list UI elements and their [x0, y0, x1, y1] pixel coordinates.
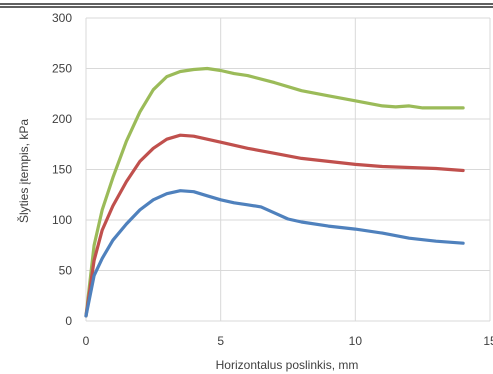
y-tick-label: 300 [52, 11, 72, 25]
y-tick-label: 100 [52, 213, 72, 227]
tick-labels: 0 50 100 150 200 250 300 0 5 10 15 [52, 11, 493, 348]
series-line-1 [84, 66, 465, 318]
x-tick-label: 15 [483, 334, 493, 348]
x-tick-label: 0 [83, 334, 90, 348]
series-line-2 [84, 133, 465, 318]
y-tick-label: 200 [52, 112, 72, 126]
y-tick-label: 50 [59, 264, 73, 278]
y-tick-label: 150 [52, 163, 72, 177]
y-tick-label: 0 [65, 314, 72, 328]
series-line-3 [84, 189, 465, 318]
y-axis-title: Šlyties įtempis, kPa [16, 119, 31, 223]
y-tick-label: 250 [52, 62, 72, 76]
series-lines [84, 66, 465, 318]
x-tick-label: 5 [217, 334, 224, 348]
x-axis-title: Horizontalus poslinkis, mm [216, 358, 359, 372]
x-tick-label: 10 [349, 334, 363, 348]
